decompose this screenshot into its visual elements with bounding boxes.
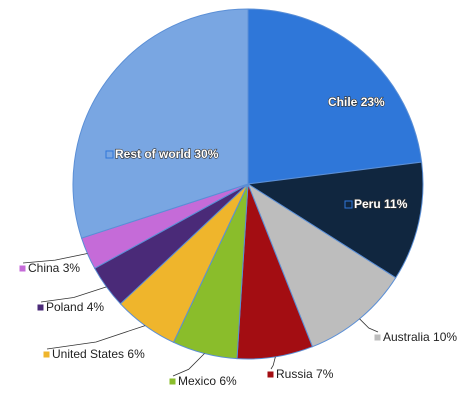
slice-value: 7%: [316, 367, 334, 381]
slice-value: 4%: [87, 300, 105, 314]
leader-line: [22, 253, 88, 264]
slice-name: Mexico: [178, 374, 216, 388]
legend-marker: [18, 264, 27, 273]
slice-name: Russia: [276, 367, 313, 381]
legend-marker: [105, 150, 114, 159]
leader-line: [359, 318, 379, 333]
slice-label: Australia 10%: [383, 330, 457, 344]
pie-slice: [246, 161, 424, 279]
legend-marker: [344, 200, 353, 209]
pie-slice: [247, 8, 423, 185]
pie-slice: [72, 8, 249, 239]
slice-name: Australia: [383, 330, 430, 344]
leader-line: [270, 356, 276, 370]
leader-line: [172, 353, 205, 377]
slice-name: China: [28, 261, 60, 275]
slice-value: 6%: [219, 374, 237, 388]
legend-marker: [266, 370, 275, 379]
slice-value: 23%: [361, 95, 385, 109]
slice-label: China 3%: [28, 261, 80, 275]
slice-value: 10%: [433, 330, 457, 344]
slice-label: Rest of world 30%: [115, 147, 219, 161]
legend-marker: [42, 350, 51, 359]
slice-name: United States: [52, 347, 124, 361]
legend-marker: [373, 333, 382, 342]
slice-name: Poland: [46, 300, 83, 314]
slice-label: Peru 11%: [354, 197, 408, 211]
slice-value: 3%: [63, 261, 81, 275]
slice-name: Rest of world: [115, 147, 191, 161]
slice-label: United States 6%: [52, 347, 145, 361]
slice-name: Chile: [328, 95, 358, 109]
pie-slice: [246, 182, 397, 348]
slice-value: 11%: [384, 197, 408, 211]
slice-value: 6%: [127, 347, 145, 361]
slice-label: Mexico 6%: [178, 374, 237, 388]
slice-label: Russia 7%: [276, 367, 334, 381]
leader-line: [40, 286, 107, 303]
legend-marker: [168, 377, 177, 386]
leader-line: [46, 325, 146, 350]
slice-name: Peru: [354, 197, 381, 211]
slice-label: Chile 23%: [328, 95, 385, 109]
slice-value: 30%: [194, 147, 218, 161]
slice-label: Poland 4%: [46, 300, 104, 314]
legend-marker: [36, 303, 45, 312]
